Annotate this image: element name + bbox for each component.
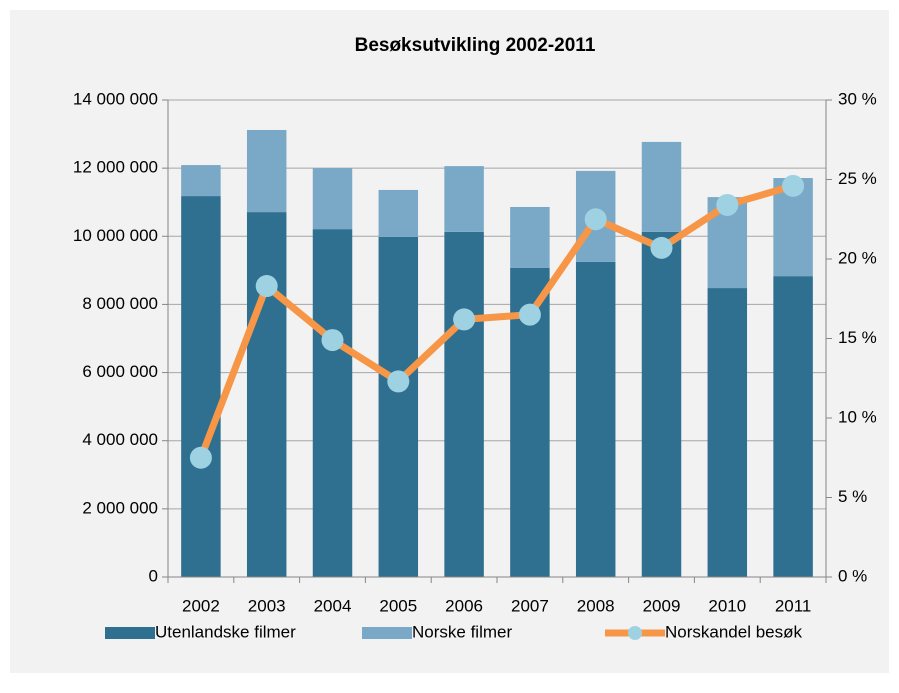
y2-tick-label: 0 % xyxy=(838,566,867,585)
y-tick-label: 6 000 000 xyxy=(82,362,158,381)
legend-label: Norske filmer xyxy=(412,622,512,641)
x-tick-label: 2002 xyxy=(182,596,220,615)
y-tick-label: 10 000 000 xyxy=(73,226,158,245)
y2-tick-label: 15 % xyxy=(838,328,877,347)
line-marker xyxy=(782,174,805,197)
x-tick-label: 2010 xyxy=(708,596,746,615)
legend-label: Utenlandske filmer xyxy=(155,622,296,641)
y2-tick-label: 10 % xyxy=(838,407,877,426)
y2-tick-label: 25 % xyxy=(838,169,877,188)
line-marker xyxy=(255,275,278,298)
x-tick-label: 2003 xyxy=(248,596,286,615)
bar-segment xyxy=(181,165,221,197)
line-marker xyxy=(650,236,673,259)
line-marker xyxy=(518,303,541,326)
chart-title: Besøksutvikling 2002-2011 xyxy=(355,35,596,56)
x-tick-label: 2005 xyxy=(379,596,417,615)
x-tick-label: 2006 xyxy=(445,596,483,615)
bar-segment xyxy=(312,229,353,577)
bar-segment xyxy=(246,129,287,213)
line-marker xyxy=(453,308,476,331)
y-tick-label: 4 000 000 xyxy=(82,430,158,449)
x-tick-label: 2011 xyxy=(775,596,812,615)
bar-segment xyxy=(707,288,748,577)
bar-segment xyxy=(575,261,616,577)
y-tick-label: 8 000 000 xyxy=(82,294,158,313)
x-tick-label: 2008 xyxy=(577,596,615,615)
y-tick-label: 0 xyxy=(149,566,158,585)
bar-segment xyxy=(181,196,221,577)
bar-segment xyxy=(246,212,287,577)
line-marker xyxy=(584,208,607,231)
bar-segment xyxy=(641,231,682,577)
line-marker xyxy=(387,370,410,393)
x-tick-label: 2004 xyxy=(314,596,352,615)
bar-segment xyxy=(444,166,484,232)
bar-segment xyxy=(641,141,682,232)
y2-tick-label: 30 % xyxy=(838,89,877,108)
y-tick-label: 14 000 000 xyxy=(73,89,158,108)
legend-swatch xyxy=(105,627,155,639)
bar-segment xyxy=(378,189,419,237)
x-tick-label: 2009 xyxy=(643,596,681,615)
bar-segment xyxy=(510,206,550,268)
legend-label: Norskandel besøk xyxy=(665,622,803,641)
y-tick-label: 2 000 000 xyxy=(82,498,158,517)
legend-swatch xyxy=(362,627,412,639)
y-tick-label: 12 000 000 xyxy=(73,158,158,177)
line-marker xyxy=(321,329,344,352)
y2-tick-label: 20 % xyxy=(838,248,877,267)
line-marker xyxy=(716,193,739,216)
legend-marker xyxy=(628,626,642,640)
bar-segment xyxy=(312,168,353,230)
line xyxy=(197,182,795,460)
bar-segment xyxy=(444,231,484,577)
x-tick-label: 2007 xyxy=(511,596,549,615)
bar-segment xyxy=(378,236,419,577)
y2-tick-label: 5 % xyxy=(838,487,867,506)
bar-segment xyxy=(773,276,813,577)
line-marker xyxy=(189,446,212,469)
